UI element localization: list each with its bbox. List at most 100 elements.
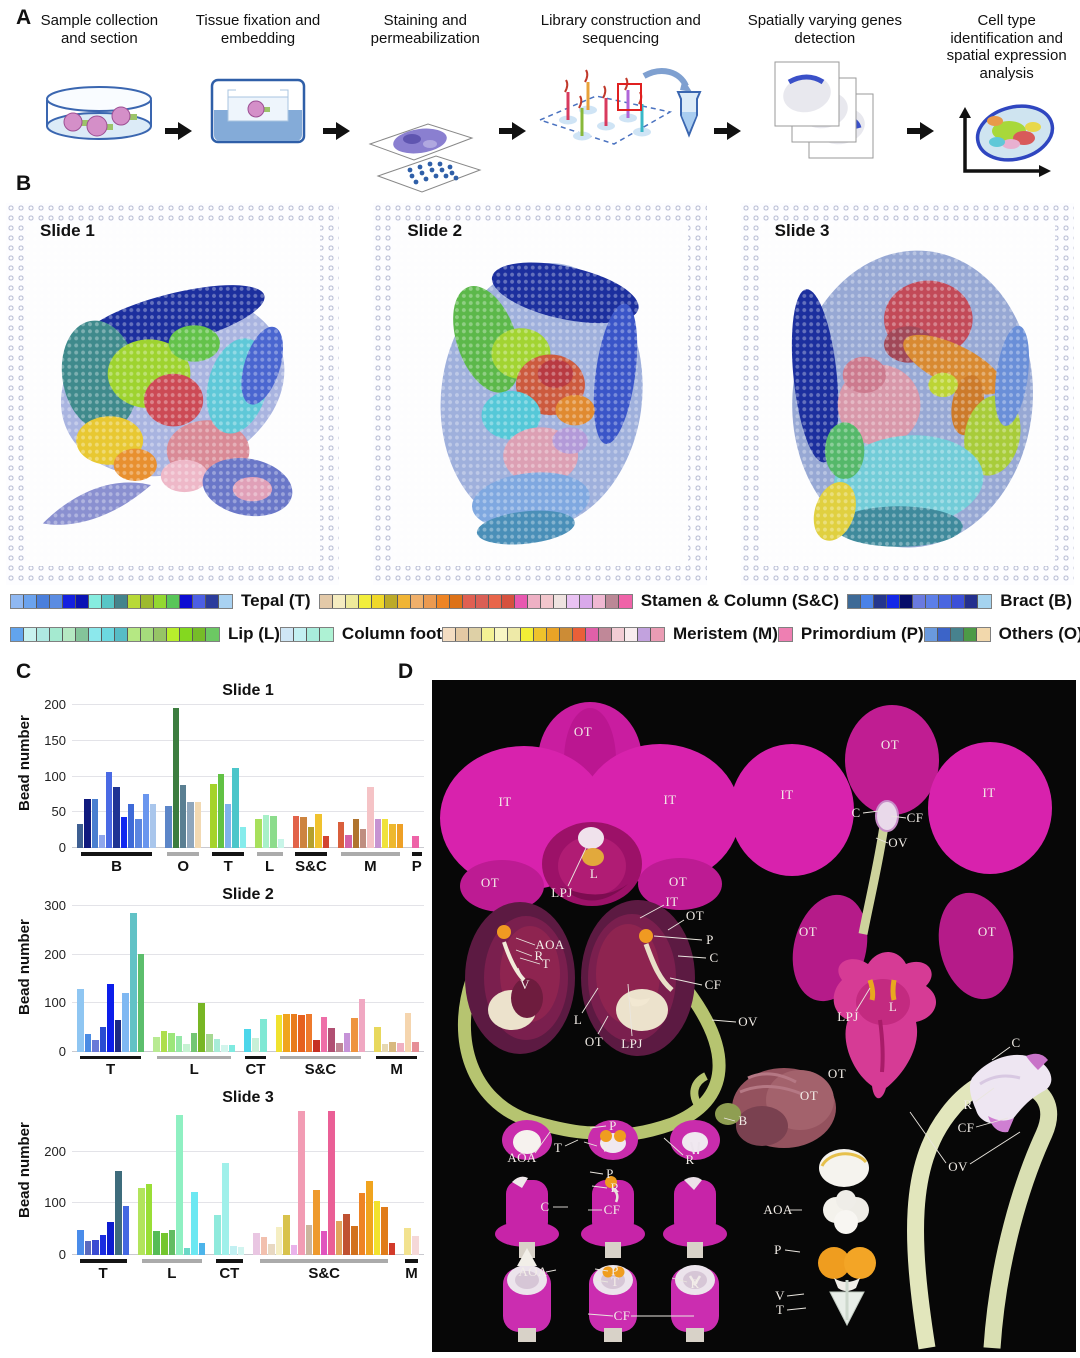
lip-photo: [833, 952, 937, 1099]
legend-label: Column foot: [341, 624, 443, 643]
bar-group-M: [404, 1228, 420, 1255]
bar: [77, 988, 84, 1052]
workflow-step-6: Cell type identification and spatial exp…: [937, 12, 1076, 191]
color-swatch: [861, 594, 875, 608]
color-swatch: [180, 594, 193, 608]
photo-label-lpj: LPJ: [621, 1036, 643, 1051]
bar: [221, 1045, 228, 1052]
color-swatch: [167, 594, 180, 608]
photo-label-it: IT: [665, 894, 679, 909]
color-swatch: [63, 627, 76, 641]
legend-label: Primordium (P): [800, 624, 924, 643]
photo-label-t: T: [553, 1140, 563, 1155]
photo-label-ot: OT: [827, 1066, 847, 1081]
photo-label-c: C: [709, 950, 719, 965]
color-swatch: [976, 627, 990, 641]
color-swatch: [514, 594, 528, 608]
color-swatch: [24, 594, 37, 608]
pollinarium-parts-photo: [818, 1149, 876, 1327]
bar: [277, 838, 285, 848]
orchid-artwork: [432, 680, 1076, 1352]
group-label: T: [106, 1061, 116, 1078]
color-swatch: [345, 594, 359, 608]
bar-group-P: [411, 835, 419, 848]
arrow-icon: [714, 122, 742, 140]
bar: [315, 813, 322, 848]
bar: [206, 1034, 213, 1052]
bar: [374, 819, 381, 848]
bar: [190, 1033, 198, 1052]
color-swatch: [887, 594, 901, 608]
bar: [412, 1236, 420, 1255]
chart-title: Slide 2: [222, 885, 274, 903]
legend-item: Tepal (T): [10, 591, 311, 611]
arrow-icon: [164, 122, 192, 140]
group-label: S&C: [304, 1061, 337, 1078]
legend-item: Column foot: [279, 624, 443, 644]
bar: [145, 1184, 153, 1255]
bar: [194, 802, 202, 848]
bar: [187, 801, 194, 848]
bar: [198, 1003, 205, 1052]
group-label: CT: [245, 1061, 266, 1078]
bar: [374, 1027, 381, 1052]
photo-label-l: L: [573, 1012, 583, 1027]
embedding-cassette-icon: [206, 60, 310, 160]
step-title: Library construction and sequencing: [540, 12, 701, 47]
color-swatch: [651, 627, 665, 641]
bar: [305, 1225, 313, 1255]
workflow-step-1: Sample collection and section: [36, 12, 163, 160]
color-swatch: [11, 594, 24, 608]
bar: [320, 1230, 328, 1255]
color-swatch: [167, 627, 180, 641]
bar: [168, 1033, 175, 1052]
bar: [214, 1214, 222, 1255]
legend-color-strip: [318, 593, 633, 609]
bar: [228, 1044, 236, 1052]
bar: [275, 1227, 283, 1255]
photo-label-ot: OT: [480, 875, 500, 890]
bar: [92, 1040, 99, 1052]
color-swatch: [939, 594, 953, 608]
group-underline: [341, 852, 400, 856]
photo-label-b: B: [738, 1113, 748, 1128]
photo-label-p: P: [611, 1263, 619, 1278]
color-swatch: [456, 627, 470, 641]
group-label: S&C: [308, 1264, 341, 1282]
color-swatch: [76, 594, 89, 608]
bar: [352, 819, 359, 848]
slide-label: Slide 2: [407, 221, 463, 240]
photo-label-ot: OT: [799, 1088, 819, 1103]
group-label: M: [390, 1061, 403, 1078]
color-swatch: [618, 594, 632, 608]
color-swatch: [599, 627, 613, 641]
color-swatch: [306, 627, 320, 641]
bar-group-B: [77, 771, 157, 848]
bar: [381, 1044, 389, 1052]
color-swatch: [874, 594, 888, 608]
group-underline: [280, 1055, 361, 1059]
bar-chart-slide-3: Bead number 0 100 200 Slide 3 T L CT S&C M: [16, 1085, 424, 1282]
bar: [130, 912, 137, 1052]
legend-color-strip: [442, 626, 666, 642]
group-label: O: [177, 857, 190, 875]
photo-label-it: IT: [663, 792, 677, 807]
bar: [336, 1043, 343, 1052]
plot-area: Slide 3: [72, 1085, 424, 1255]
bar: [84, 798, 91, 848]
photo-label-v: V: [600, 1140, 610, 1155]
x-axis-groups: T L CT S&C M: [72, 1259, 424, 1282]
color-swatch: [280, 627, 294, 641]
photo-label-p: P: [609, 1118, 617, 1133]
bar: [255, 818, 262, 848]
color-swatch: [540, 594, 554, 608]
group-label: L: [167, 1264, 177, 1282]
step-title: Sample collection and section: [40, 12, 159, 47]
y-tick: 0: [58, 840, 66, 855]
group-label: M: [405, 1264, 418, 1282]
bar: [114, 1020, 122, 1052]
group-label: T: [98, 1264, 108, 1282]
slide-1-tissue: [25, 222, 321, 566]
color-swatch: [449, 594, 463, 608]
x-axis-groups: T L CT S&C M: [72, 1055, 424, 1078]
